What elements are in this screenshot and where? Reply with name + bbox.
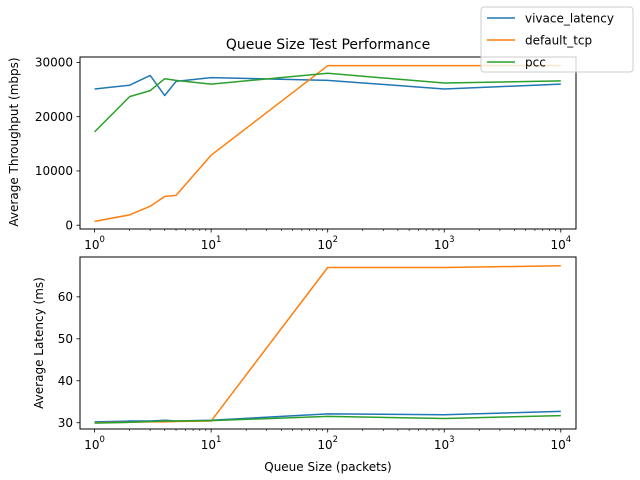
throughput-series-vivace-latency	[94, 74, 561, 97]
legend-box	[480, 6, 634, 73]
latency-y-axis-label: Average Latency (ms)	[32, 277, 46, 409]
throughput-series-pcc	[94, 72, 561, 133]
latency-y-tick-label: 30	[58, 416, 73, 430]
latency-y-tick-label: 50	[58, 332, 73, 346]
latency-plot-area	[94, 265, 561, 424]
legend-label-default-tcp: default_tcp	[525, 34, 592, 48]
throughput-plot-area	[94, 64, 561, 223]
throughput-y-tick-label: 10000	[35, 164, 73, 178]
x-axis-label: Queue Size (packets)	[264, 460, 391, 474]
chart-title: Queue Size Test Performance	[226, 37, 430, 53]
throughput-y-tick-label: 30000	[35, 56, 73, 70]
throughput-y-tick-label: 20000	[35, 110, 73, 124]
throughput-y-tick-label: 0	[65, 219, 73, 233]
throughput-y-axis-label: Average Throughput (mbps)	[7, 57, 21, 226]
throughput-series-default-tcp	[94, 64, 561, 223]
latency-y-tick-label: 40	[58, 374, 73, 388]
legend: vivace_latency default_tcp pcc	[480, 6, 634, 73]
legend-label-vivace-latency: vivace_latency	[525, 12, 614, 26]
latency-series-pcc	[94, 414, 561, 424]
legend-label-pcc: pcc	[525, 56, 546, 70]
latency-y-tick-label: 60	[58, 290, 73, 304]
